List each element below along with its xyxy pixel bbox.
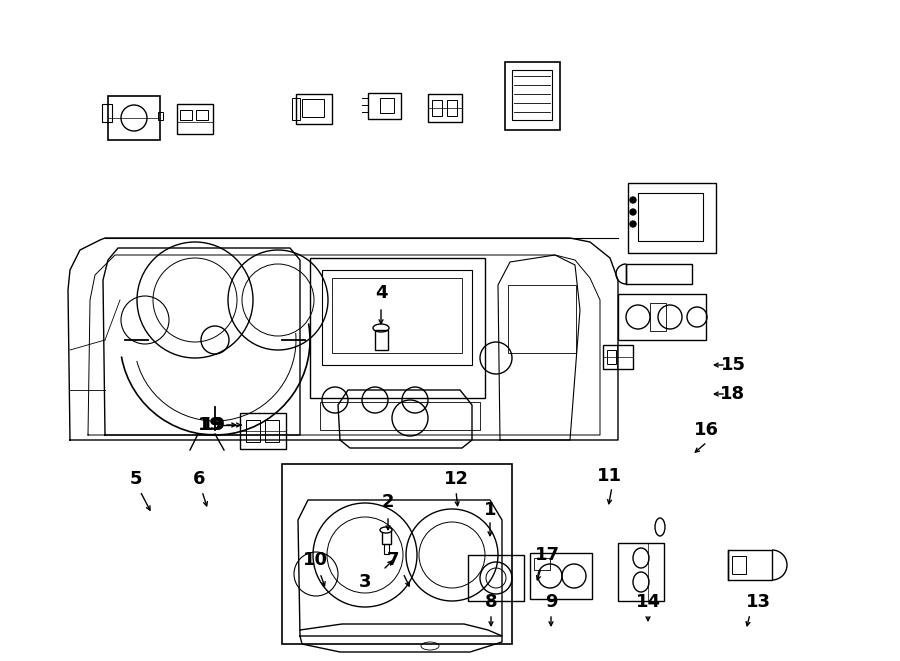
Bar	[368, 93, 401, 119]
Text: 17: 17	[535, 546, 560, 564]
Text: 7: 7	[387, 551, 400, 569]
Circle shape	[630, 197, 636, 203]
Bar	[432, 100, 442, 116]
Bar	[380, 98, 394, 113]
Bar	[177, 104, 213, 134]
Ellipse shape	[380, 527, 392, 533]
Bar	[384, 544, 389, 554]
Bar	[322, 270, 472, 365]
Bar	[732, 556, 746, 574]
Bar	[603, 345, 633, 369]
Text: 2: 2	[382, 493, 394, 511]
Circle shape	[630, 209, 636, 215]
Bar	[240, 413, 286, 449]
Bar	[638, 193, 703, 241]
Bar	[508, 285, 576, 353]
Bar	[447, 100, 457, 116]
Text: 15: 15	[721, 356, 745, 374]
Bar	[108, 96, 160, 140]
Text: 3: 3	[359, 573, 371, 591]
Bar	[158, 112, 163, 120]
Text: 19: 19	[197, 416, 222, 434]
Bar	[265, 420, 279, 442]
Bar	[626, 264, 692, 284]
Bar	[310, 258, 485, 398]
Text: 5: 5	[130, 470, 142, 488]
Text: 4: 4	[374, 284, 387, 302]
Bar	[530, 553, 592, 599]
Bar	[505, 62, 560, 130]
Text: 19: 19	[201, 416, 226, 434]
Bar	[180, 110, 192, 120]
Bar	[728, 550, 772, 580]
Bar	[628, 183, 716, 253]
Text: 12: 12	[444, 470, 469, 488]
Bar	[428, 94, 462, 122]
Text: 6: 6	[193, 470, 205, 488]
Bar	[292, 98, 300, 120]
Bar	[296, 94, 332, 124]
Bar	[534, 558, 550, 570]
Bar	[102, 104, 112, 122]
Text: 1: 1	[484, 501, 496, 519]
Bar	[196, 110, 208, 120]
Text: 16: 16	[694, 421, 718, 439]
Circle shape	[630, 221, 636, 227]
Bar	[607, 350, 616, 364]
Text: 14: 14	[635, 593, 661, 611]
Text: 8: 8	[485, 593, 498, 611]
Bar	[375, 330, 388, 350]
Text: 11: 11	[597, 467, 622, 485]
Bar	[382, 530, 391, 544]
Bar	[618, 543, 664, 601]
Bar	[512, 70, 552, 120]
Bar	[282, 464, 512, 644]
Bar	[332, 278, 462, 353]
Bar	[618, 294, 706, 340]
Text: 13: 13	[745, 593, 770, 611]
Bar	[650, 303, 666, 331]
Text: 18: 18	[720, 385, 745, 403]
Text: 10: 10	[302, 551, 328, 569]
Bar	[320, 402, 480, 430]
Bar	[246, 420, 260, 442]
Bar	[302, 99, 324, 117]
Text: 9: 9	[544, 593, 557, 611]
Bar	[468, 555, 524, 601]
